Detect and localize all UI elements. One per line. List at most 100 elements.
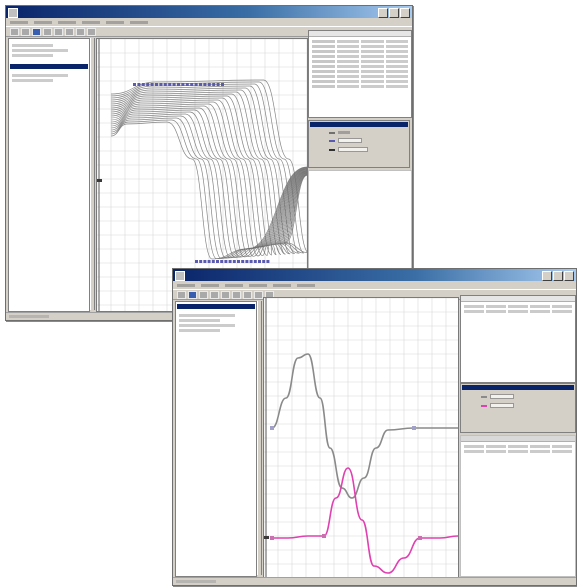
- toolbar-button[interactable]: [221, 290, 230, 299]
- app-icon: [8, 8, 18, 18]
- close-button[interactable]: [400, 8, 410, 18]
- menu-item[interactable]: [106, 20, 124, 24]
- table-cell: [312, 65, 335, 68]
- waveform-plot[interactable]: [96, 38, 308, 312]
- legend-entry[interactable]: [481, 403, 575, 408]
- table-cell: [508, 450, 528, 453]
- data-point-marker: [237, 260, 240, 263]
- legend-label: [338, 131, 350, 134]
- data-point-marker: [212, 83, 216, 86]
- data-point-marker: [262, 260, 266, 263]
- table-header: [461, 436, 575, 442]
- table-cell: [361, 80, 384, 83]
- menu-item[interactable]: [297, 283, 315, 287]
- waveform-plot[interactable]: [263, 297, 459, 579]
- table-body: [461, 302, 575, 316]
- tree-item[interactable]: [12, 44, 53, 47]
- data-point-marker: [203, 83, 207, 86]
- legend-entry[interactable]: [329, 147, 409, 152]
- table-cell: [361, 55, 384, 58]
- selected-tree-item[interactable]: [177, 304, 255, 309]
- table-cell: [464, 445, 484, 448]
- table-cell: [336, 70, 359, 73]
- tree-item[interactable]: [179, 324, 235, 327]
- close-button[interactable]: [564, 271, 574, 281]
- menu-item[interactable]: [225, 283, 243, 287]
- toolbar-button[interactable]: [21, 27, 30, 36]
- status-text: [176, 580, 216, 583]
- menu-item[interactable]: [34, 20, 52, 24]
- series-curve: [110, 79, 307, 253]
- tree-pane[interactable]: [175, 301, 257, 577]
- table-cell: [385, 70, 408, 73]
- toolbar-button[interactable]: [87, 27, 96, 36]
- toolbar-button[interactable]: [10, 27, 19, 36]
- table-cell: [336, 55, 359, 58]
- data-point-marker: [194, 83, 198, 86]
- tree-item[interactable]: [12, 54, 53, 57]
- table-cell: [336, 50, 359, 53]
- menu-item[interactable]: [201, 283, 219, 287]
- table-cell: [312, 75, 335, 78]
- toolbar-button[interactable]: [199, 290, 208, 299]
- pane-splitter[interactable]: [257, 301, 262, 575]
- toolbar-button[interactable]: [243, 290, 252, 299]
- legend-entry[interactable]: [329, 131, 409, 134]
- toolbar-button[interactable]: [32, 27, 41, 36]
- toolbar-button[interactable]: [232, 290, 241, 299]
- maximize-button[interactable]: [553, 271, 563, 281]
- data-point-marker: [199, 83, 202, 86]
- table-cell: [312, 50, 335, 53]
- toolbar-button[interactable]: [54, 27, 63, 36]
- pane-splitter[interactable]: [90, 38, 95, 310]
- data-table[interactable]: [460, 295, 576, 383]
- table-cell: [312, 85, 335, 88]
- tree-item[interactable]: [179, 329, 220, 332]
- summary-table[interactable]: [460, 435, 576, 577]
- menu-bar: [6, 18, 412, 26]
- tree-item[interactable]: [12, 79, 53, 82]
- title-bar[interactable]: [173, 269, 576, 281]
- menu-item[interactable]: [58, 20, 76, 24]
- data-point-marker: [177, 83, 180, 86]
- tree-item[interactable]: [12, 74, 68, 77]
- tree-pane[interactable]: [8, 38, 90, 312]
- minimize-button[interactable]: [378, 8, 388, 18]
- toolbar-button[interactable]: [177, 290, 186, 299]
- toolbar-button[interactable]: [210, 290, 219, 299]
- maximize-button[interactable]: [389, 8, 399, 18]
- tree-item[interactable]: [179, 314, 235, 317]
- table-cell: [385, 45, 408, 48]
- legend-entry[interactable]: [329, 138, 409, 143]
- minimize-button[interactable]: [542, 271, 552, 281]
- data-point-marker: [249, 260, 253, 263]
- legend-entry[interactable]: [481, 394, 575, 399]
- menu-item[interactable]: [273, 283, 291, 287]
- data-point-marker: [258, 260, 261, 263]
- toolbar-button[interactable]: [65, 27, 74, 36]
- table-cell: [336, 75, 359, 78]
- data-point-marker: [241, 260, 245, 263]
- menu-item[interactable]: [177, 283, 195, 287]
- data-table[interactable]: [308, 30, 412, 118]
- table-cell: [361, 75, 384, 78]
- series-curve: [110, 89, 307, 255]
- toolbar-button[interactable]: [76, 27, 85, 36]
- tree-item[interactable]: [179, 319, 220, 322]
- table-cell: [530, 310, 550, 313]
- data-point-marker: [322, 534, 326, 538]
- menu-item[interactable]: [249, 283, 267, 287]
- tree-item[interactable]: [12, 49, 68, 52]
- menu-item[interactable]: [130, 20, 148, 24]
- selected-tree-item[interactable]: [10, 64, 88, 69]
- toolbar-button[interactable]: [254, 290, 263, 299]
- data-point-marker: [228, 260, 232, 263]
- table-body: [461, 442, 575, 456]
- menu-item[interactable]: [10, 20, 28, 24]
- toolbar-button[interactable]: [188, 290, 197, 299]
- series-curve: [110, 87, 307, 255]
- toolbar-button[interactable]: [43, 27, 52, 36]
- table-cell: [312, 45, 335, 48]
- title-bar[interactable]: [6, 6, 412, 18]
- menu-item[interactable]: [82, 20, 100, 24]
